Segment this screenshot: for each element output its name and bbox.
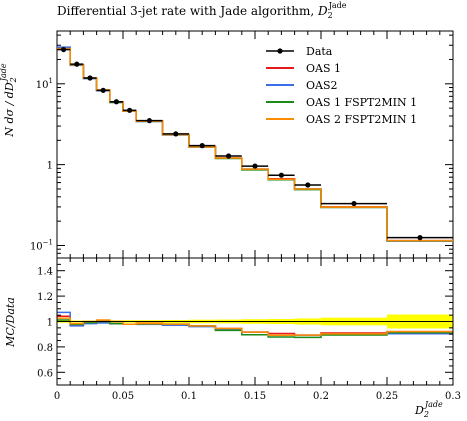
data-point <box>417 235 423 241</box>
ratio-y-tick-label: 0.8 <box>37 343 53 354</box>
legend-entry: OAS 1 <box>266 62 341 75</box>
data-point <box>87 75 93 81</box>
chart-title-subscript: 2 <box>328 11 333 20</box>
data-point <box>351 200 357 207</box>
data-point <box>113 99 119 105</box>
chart-title-symbol: D <box>317 4 328 18</box>
series-line-2 <box>57 46 453 242</box>
x-tick-label: 0.25 <box>376 391 398 402</box>
data-point <box>146 118 152 124</box>
data-point <box>100 87 106 93</box>
main-y-tick-base: 10 <box>30 241 43 252</box>
x-label-subscript: 2 <box>423 410 429 419</box>
x-tick-label: 0 <box>54 391 60 402</box>
main-plot-frame <box>56 30 454 259</box>
legend-marker <box>277 48 283 54</box>
chart-title-superscript: Jade <box>328 1 347 10</box>
data-point <box>278 172 284 178</box>
x-axis-label: D2Jade <box>414 400 443 419</box>
ratio-y-ticks: 0.6 0.8 1 1.2 1.4 <box>37 257 453 386</box>
main-y-tick-label: 10−1 <box>30 238 53 252</box>
legend-entry: OAS2 <box>266 79 338 92</box>
legend-label: OAS 1 <box>306 62 341 75</box>
x-tick-label: 0.2 <box>313 391 329 402</box>
series-line-4 <box>57 47 453 242</box>
x-tick-label: 0.15 <box>244 391 266 402</box>
data-point <box>226 153 232 159</box>
legend-label: OAS 2 FSPT2MIN 1 <box>306 113 417 126</box>
data-point <box>61 46 67 53</box>
legend-label: OAS 1 FSPT2MIN 1 <box>306 96 417 109</box>
data-point <box>199 143 205 149</box>
main-y-tick-base: 10 <box>36 80 49 91</box>
main-data-points <box>57 46 453 241</box>
main-y-axis-label: N dσ / dD2Jade <box>0 63 18 137</box>
data-point <box>74 61 80 67</box>
data-point <box>173 131 179 137</box>
x-tick-label: 0.3 <box>445 391 461 402</box>
data-point <box>252 163 258 169</box>
x-tick-label: 0.1 <box>181 391 197 402</box>
y-label-subscript: 2 <box>9 77 18 83</box>
legend-label: Data <box>306 45 333 58</box>
ratio-y-tick-label: 1 <box>47 318 53 329</box>
chart-title: Differential 3-jet rate with Jade algori… <box>57 1 347 20</box>
data-point <box>305 182 311 188</box>
main-series-group <box>57 46 453 242</box>
legend-label: OAS2 <box>306 79 338 92</box>
data-point <box>127 107 133 113</box>
ratio-y-axis-label: MC/Data <box>4 297 17 348</box>
main-y-tick-label: 1 <box>47 161 53 172</box>
ratio-y-tick-label: 1.2 <box>37 292 53 303</box>
ratio-y-tick-label: 1.4 <box>37 267 53 278</box>
y-label-superscript: Jade <box>0 63 8 83</box>
series-line-1 <box>57 47 453 242</box>
legend-entry: Data <box>266 45 333 58</box>
main-y-tick-exponent: 1 <box>49 77 53 85</box>
x-tick-label: 0.05 <box>112 391 134 402</box>
legend-entry: OAS 2 FSPT2MIN 1 <box>266 113 417 126</box>
main-y-tick-exponent: −1 <box>43 238 53 246</box>
legend-entry: OAS 1 FSPT2MIN 1 <box>266 96 417 109</box>
main-y-tick-label: 101 <box>36 77 53 91</box>
main-y-tick-base: 1 <box>47 161 53 172</box>
y-label-main: N dσ / dD <box>3 82 16 137</box>
x-axis-ticks: 0 0.05 0.1 0.15 0.2 0.25 0.3 <box>54 31 461 402</box>
series-line-3 <box>57 48 453 242</box>
ratio-y-tick-label: 0.6 <box>37 368 53 379</box>
x-label-symbol: D <box>414 404 424 417</box>
chart-title-text: Differential 3-jet rate with Jade algori… <box>57 4 318 18</box>
ratio-plot-panel: 0.6 0.8 1 1.2 1.4 0 0.05 0.1 0.15 0.2 0.25 0.3 <box>37 31 461 402</box>
legend: Data OAS 1 OAS2 OAS 1 FSPT2MIN 1 OAS 2 FSPT2… <box>266 45 417 126</box>
x-label-superscript: Jade <box>423 400 443 409</box>
